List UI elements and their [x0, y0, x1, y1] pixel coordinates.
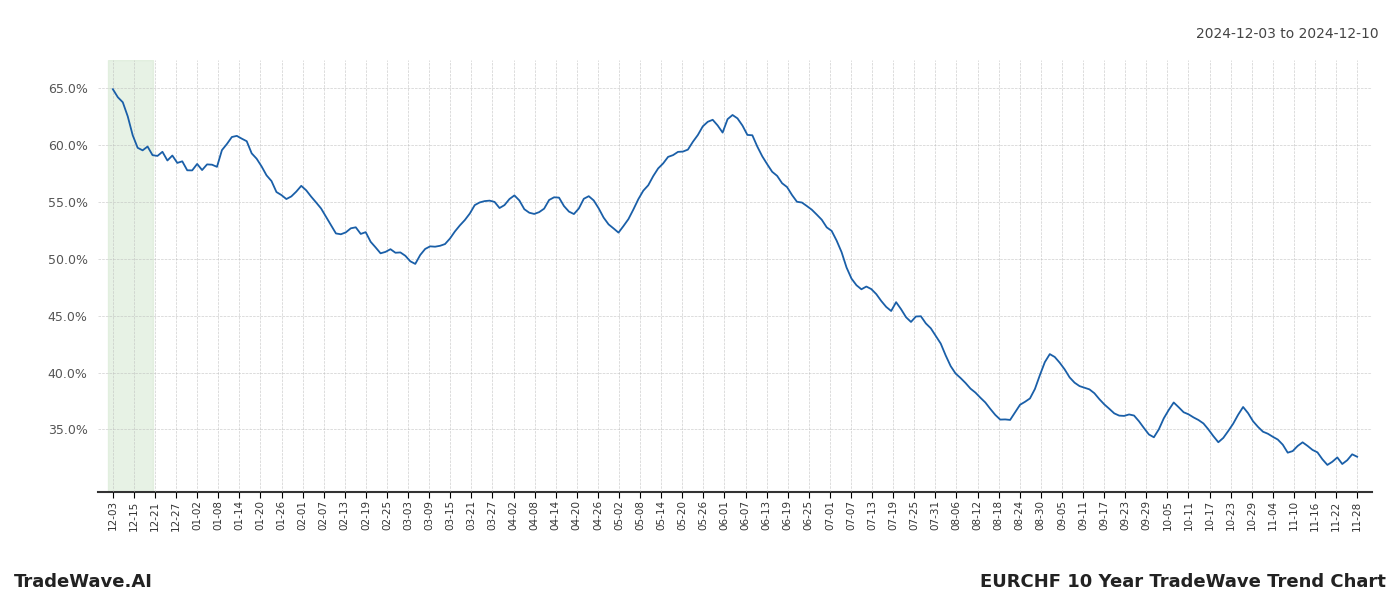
Text: 2024-12-03 to 2024-12-10: 2024-12-03 to 2024-12-10: [1197, 27, 1379, 41]
Text: EURCHF 10 Year TradeWave Trend Chart: EURCHF 10 Year TradeWave Trend Chart: [980, 573, 1386, 591]
Text: TradeWave.AI: TradeWave.AI: [14, 573, 153, 591]
Bar: [108, 60, 153, 492]
